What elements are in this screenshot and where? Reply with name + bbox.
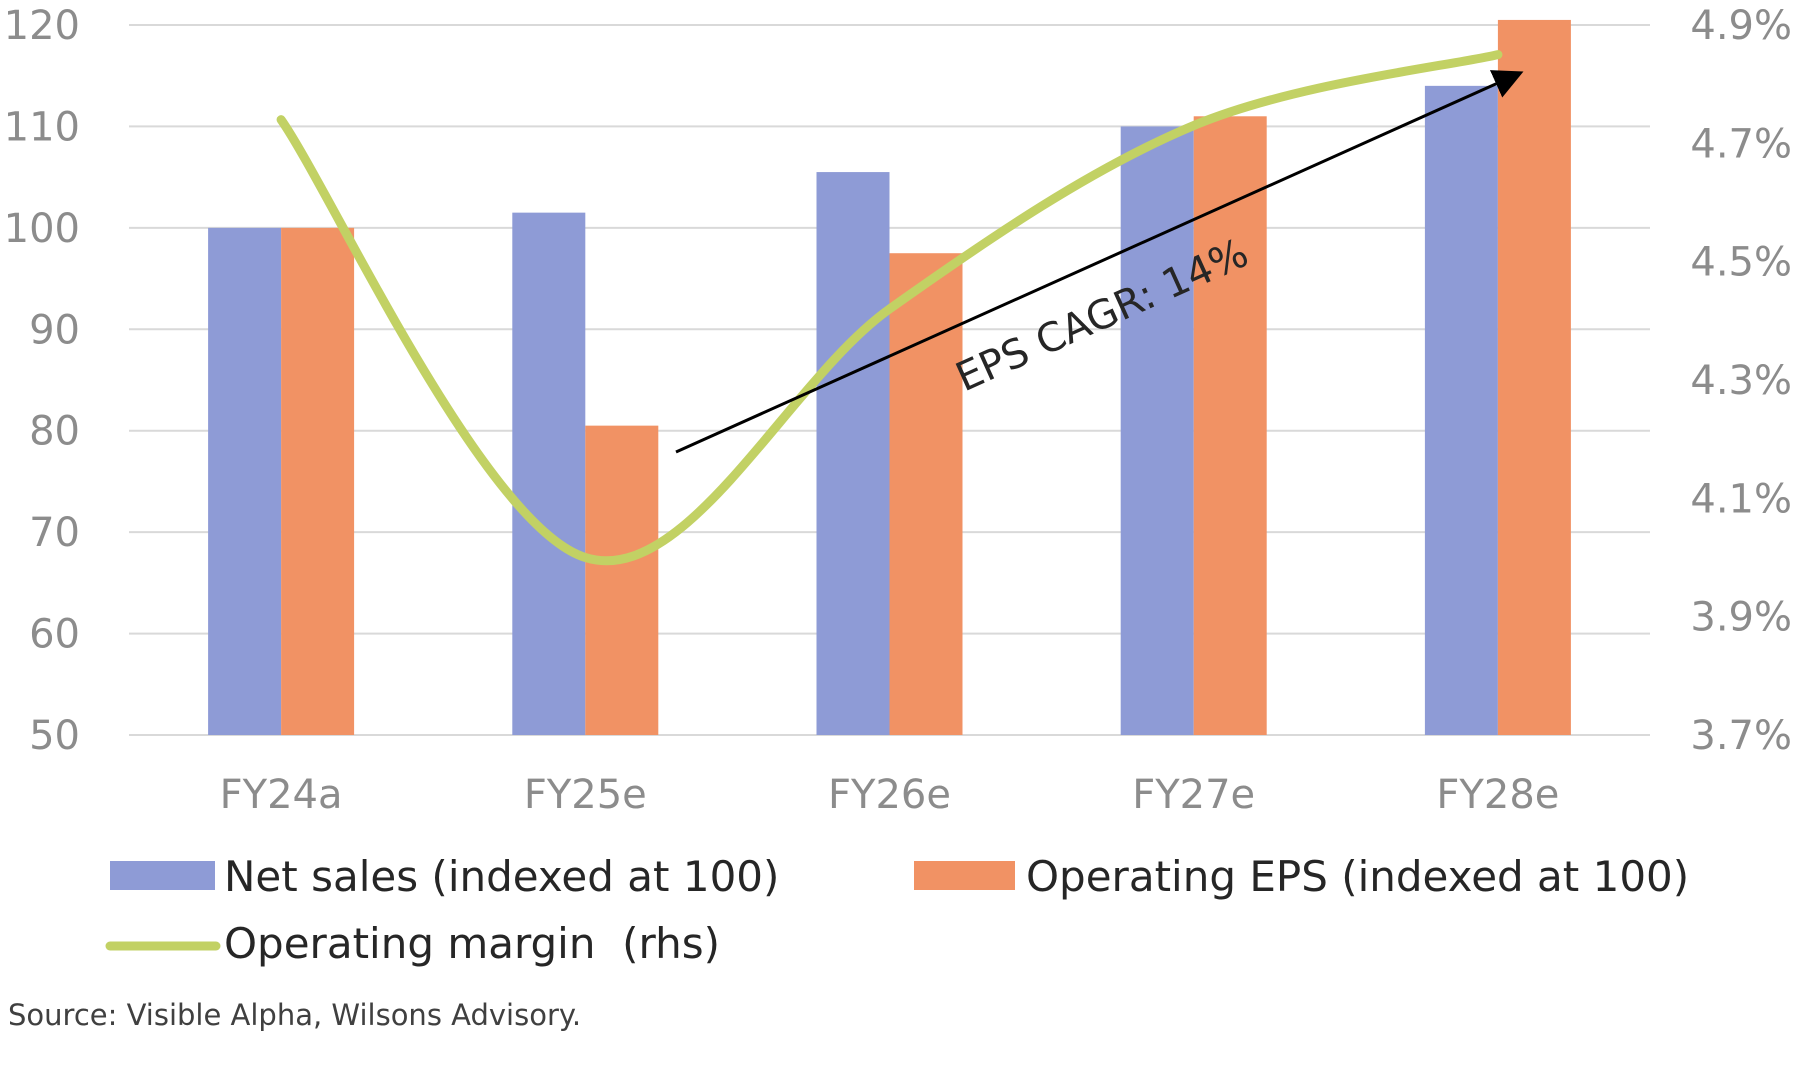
category-label: FY24a <box>220 772 343 818</box>
bar-operating-eps <box>281 227 355 735</box>
right-tick-label: 4.5% <box>1690 240 1792 286</box>
cagr-annotation: EPS CAGR: 14% <box>675 70 1524 454</box>
left-tick-label: 100 <box>4 206 80 252</box>
right-axis-ticks: 3.7% 3.9% 4.1% 4.3% 4.5% 4.7% 4.9% <box>1690 3 1792 759</box>
legend-label-operating-margin: Operating margin (rhs) <box>224 919 720 968</box>
left-tick-label: 110 <box>4 104 80 150</box>
right-tick-label: 3.9% <box>1690 595 1792 641</box>
legend-label-net-sales: Net sales (indexed at 100) <box>224 852 779 901</box>
bar-operating-eps <box>1497 19 1571 735</box>
bar-net-sales <box>1120 126 1194 735</box>
category-label: FY28e <box>1436 772 1559 818</box>
left-tick-label: 120 <box>4 3 80 49</box>
legend-swatch-operating-eps <box>914 861 1015 890</box>
cagr-arrow <box>675 70 1524 454</box>
bar-net-sales <box>208 227 282 735</box>
left-tick-label: 80 <box>29 409 80 455</box>
category-label: FY25e <box>524 772 647 818</box>
category-label: FY27e <box>1132 772 1255 818</box>
right-tick-label: 4.1% <box>1690 476 1792 522</box>
legend-label-operating-eps: Operating EPS (indexed at 100) <box>1026 852 1689 901</box>
bar-net-sales <box>512 212 586 736</box>
bar-net-sales <box>816 172 890 736</box>
bar-operating-eps <box>585 425 659 735</box>
bar-net-sales <box>1424 85 1498 736</box>
legend-swatch-net-sales <box>110 861 215 890</box>
left-tick-label: 50 <box>29 713 80 759</box>
right-tick-label: 4.3% <box>1690 358 1792 404</box>
right-tick-label: 4.9% <box>1690 3 1792 49</box>
left-axis-ticks: 50 60 70 80 90 100 110 120 <box>4 3 80 759</box>
category-label: FY26e <box>828 772 951 818</box>
line-series-group <box>276 50 1503 565</box>
line-operating-margin <box>276 50 1503 565</box>
left-tick-label: 70 <box>29 510 80 556</box>
right-tick-label: 3.7% <box>1690 713 1792 759</box>
source-note: Source: Visible Alpha, Wilsons Advisory. <box>8 998 582 1032</box>
bar-series-group <box>208 19 1571 736</box>
left-tick-label: 60 <box>29 612 80 658</box>
bar-operating-eps <box>889 253 963 735</box>
category-axis-labels: FY24a FY25e FY26e FY27e FY28e <box>220 772 1560 818</box>
bar-operating-eps <box>1193 116 1267 736</box>
legend: Net sales (indexed at 100) Operating EPS… <box>105 852 1689 968</box>
left-tick-label: 90 <box>29 307 80 353</box>
right-tick-label: 4.7% <box>1690 121 1792 167</box>
